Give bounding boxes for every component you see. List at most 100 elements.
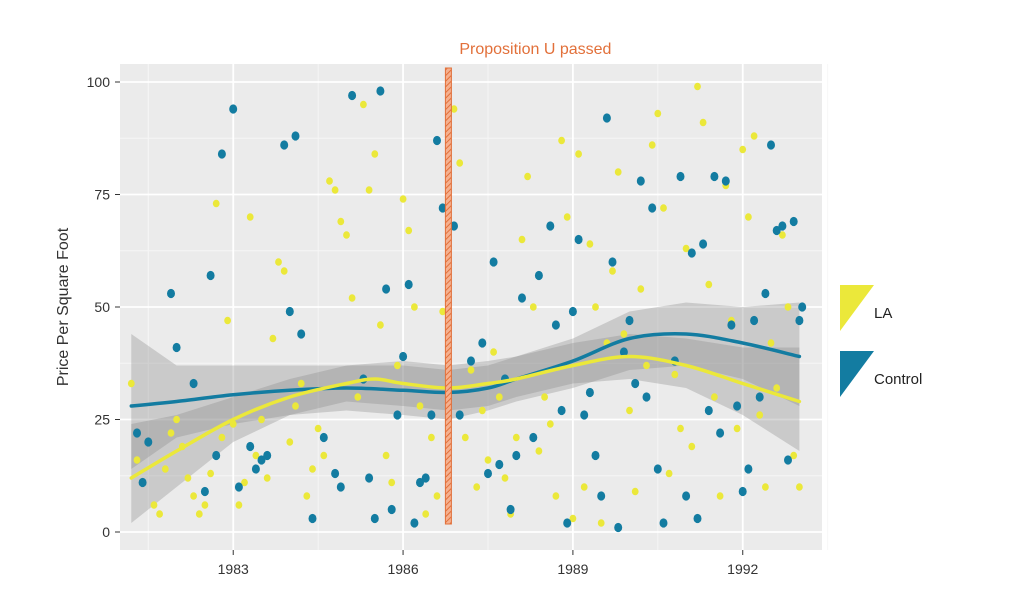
data-point-la [563, 213, 571, 221]
data-point-control [308, 513, 317, 524]
data-point-control [682, 491, 691, 501]
data-point-control [506, 504, 515, 515]
data-point-la [711, 393, 718, 401]
data-point-la [377, 321, 384, 329]
data-point-control [614, 522, 623, 533]
data-point-la [399, 195, 407, 203]
trend-line-control [129, 332, 802, 408]
data-point-la [495, 393, 503, 401]
data-point-control [427, 410, 436, 420]
data-point-control [450, 221, 458, 231]
data-point-la [671, 370, 679, 379]
data-point-control [348, 90, 357, 101]
data-point-la [529, 303, 537, 311]
data-point-la [750, 132, 758, 140]
data-point-la [626, 406, 633, 415]
data-point-la [133, 456, 141, 464]
data-point-la [167, 429, 175, 437]
data-point-control [438, 203, 447, 213]
confidence-band-la [131, 334, 800, 523]
data-point-la [394, 361, 401, 370]
data-point-control [421, 473, 430, 483]
data-point-control [365, 473, 374, 483]
data-point-la [490, 348, 497, 356]
data-point-control [263, 450, 272, 461]
data-point-la [207, 469, 215, 478]
data-point-control [546, 221, 555, 231]
data-point-control [659, 518, 668, 528]
data-point-control [206, 270, 215, 281]
data-point-la [371, 150, 379, 158]
data-point-control [512, 450, 521, 461]
data-point-la [733, 424, 741, 433]
data-point-la [275, 258, 282, 266]
data-point-la [467, 366, 475, 374]
data-point-la [411, 303, 418, 311]
data-point-la [388, 478, 396, 487]
data-point-control [478, 338, 487, 348]
data-point-la [263, 474, 271, 482]
data-point-la [343, 231, 350, 239]
data-point-control [404, 279, 413, 290]
data-point-la [331, 186, 339, 194]
data-point-control [597, 491, 606, 501]
data-point-control [767, 140, 775, 150]
data-point-la [461, 433, 469, 442]
data-point-la [348, 294, 356, 302]
y-tick-label: 0 [102, 524, 110, 540]
data-point-la [756, 411, 764, 419]
data-point-control [619, 347, 628, 357]
data-point-la [552, 492, 560, 500]
data-point-la [558, 136, 565, 145]
data-point-control [229, 104, 238, 114]
data-point-la [269, 334, 277, 343]
legend-swatch-la [840, 285, 874, 331]
grid [120, 64, 829, 550]
data-point-control [631, 378, 640, 389]
data-point-control [172, 342, 181, 353]
data-point-la [365, 186, 373, 194]
data-point-control [795, 315, 804, 326]
data-point-control [699, 239, 708, 249]
data-point-control [167, 288, 175, 299]
data-point-la [575, 150, 582, 158]
data-point-control [455, 410, 464, 420]
data-point-la [258, 415, 265, 424]
data-point-la [643, 361, 650, 370]
data-point-control [251, 464, 260, 474]
data-point-control [676, 171, 685, 182]
data-point-la [614, 168, 622, 176]
data-point-control [636, 176, 645, 186]
data-point-control [529, 432, 538, 443]
data-point-control [778, 221, 787, 231]
data-point-la [127, 379, 135, 388]
data-point-control [580, 410, 589, 420]
data-point-control [653, 464, 662, 474]
data-point-la [688, 442, 696, 451]
data-point-control [285, 306, 294, 317]
data-point-control [297, 329, 306, 339]
data-point-la [184, 474, 192, 482]
data-point-control [484, 468, 492, 479]
data-point-la [665, 469, 673, 478]
data-point-la [218, 433, 226, 442]
data-point-control [602, 113, 611, 123]
legend-label-la: LA [874, 305, 892, 322]
data-point-control [433, 135, 441, 146]
data-point-control [234, 482, 243, 492]
data-point-la [337, 217, 345, 226]
data-point-la [654, 109, 662, 118]
x-tick-label: 1989 [557, 561, 588, 577]
data-point-la [660, 204, 667, 212]
x-tick-label: 1983 [218, 561, 249, 577]
data-point-la [292, 402, 299, 410]
data-point-la [416, 402, 424, 410]
data-point-la [360, 100, 367, 109]
data-point-la [473, 483, 481, 491]
data-point-la [535, 447, 543, 455]
annotation-marker [444, 67, 452, 525]
data-point-control [246, 441, 255, 452]
data-point-control [789, 216, 798, 227]
data-point-control [693, 513, 702, 524]
data-point-la [173, 415, 181, 424]
